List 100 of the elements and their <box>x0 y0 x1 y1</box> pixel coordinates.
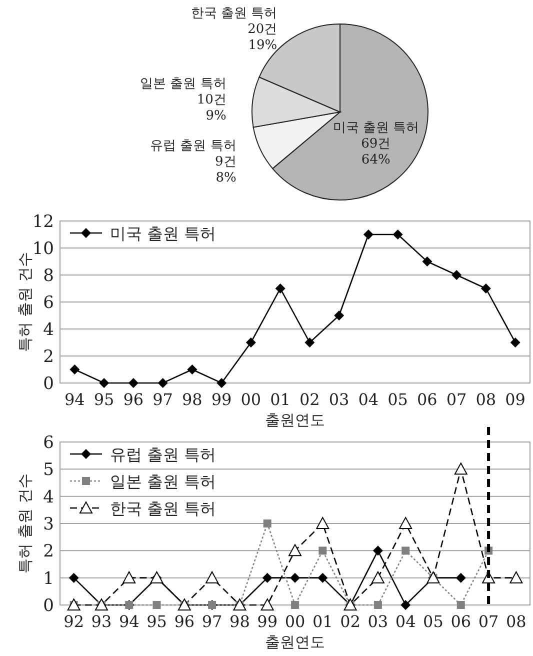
legend-label: 유럽 출원 특허 <box>110 445 216 464</box>
point <box>122 571 136 584</box>
x-tick-label: 94 <box>64 390 85 409</box>
x-tick-label: 05 <box>423 612 444 631</box>
x-tick-label: 98 <box>182 390 202 409</box>
x-tick-label: 04 <box>395 612 416 631</box>
data-label: 9건 8% <box>215 154 236 186</box>
point <box>510 338 520 348</box>
data-label: 20건 19% <box>248 22 278 53</box>
x-tick-label: 01 <box>312 612 333 631</box>
point <box>374 601 382 609</box>
point <box>402 546 410 555</box>
x-tick-label: 96 <box>174 612 195 631</box>
point <box>304 338 315 348</box>
point <box>68 572 79 583</box>
x-tick-label: 93 <box>91 612 112 631</box>
data-label: 10건 9% <box>196 92 226 124</box>
point <box>128 378 138 388</box>
y-tick-label: 8 <box>43 266 54 286</box>
x-tick-label: 95 <box>94 390 114 409</box>
point <box>158 378 168 388</box>
point <box>216 378 227 388</box>
point <box>275 284 286 294</box>
point <box>290 572 300 583</box>
point <box>371 571 384 584</box>
y-axis-title: 특허 출원 건수 <box>16 252 34 352</box>
y-tick-label: 5 <box>43 460 54 480</box>
point <box>291 601 299 609</box>
x-tick-label: 99 <box>257 612 278 631</box>
legend-label: 한국 출원 특허 <box>110 499 216 518</box>
point <box>480 284 491 294</box>
x-tick-label: 09 <box>505 390 526 409</box>
point <box>400 600 411 610</box>
x-tick-label: 03 <box>368 612 388 631</box>
x-tick-label: 95 <box>146 612 167 631</box>
x-tick-label: 99 <box>211 390 232 409</box>
point <box>456 572 466 583</box>
point <box>318 546 327 555</box>
x-tick-label: 06 <box>450 612 472 631</box>
point <box>510 571 523 584</box>
y-tick-label: 1 <box>43 568 54 589</box>
y-tick-label: 3 <box>43 514 54 534</box>
y-axis-title: 특허 출원 건수 <box>16 474 34 574</box>
point <box>422 256 432 266</box>
x-tick-label: 07 <box>478 612 499 631</box>
point <box>392 230 403 240</box>
x-tick-label: 96 <box>123 390 144 409</box>
y-tick-label: 4 <box>43 487 54 508</box>
point <box>316 517 330 529</box>
point <box>263 520 272 528</box>
y-tick-label: 2 <box>43 347 54 367</box>
point <box>452 270 462 280</box>
x-tick-label: 02 <box>340 612 360 631</box>
x-tick-label: 97 <box>202 612 222 631</box>
point <box>334 310 344 320</box>
point <box>456 601 465 609</box>
legend-label: 미국 출원 특허 <box>110 224 216 243</box>
y-tick-label: 4 <box>43 320 54 340</box>
point <box>372 546 383 556</box>
point <box>187 364 198 374</box>
legend-label: 일본 출원 특허 <box>110 472 216 491</box>
x-tick-label: 07 <box>446 390 467 409</box>
slice-label: 유럽 출원 특허 <box>150 138 236 154</box>
point <box>152 601 161 609</box>
y-tick-label: 6 <box>43 433 54 453</box>
slice-label: 한국 출원 특허 <box>190 6 278 21</box>
x-tick-label: 97 <box>152 390 173 409</box>
point <box>454 462 468 475</box>
point <box>70 364 80 374</box>
x-tick-label: 08 <box>506 612 526 631</box>
point <box>288 544 302 556</box>
x-tick-label: 08 <box>476 390 496 409</box>
x-tick-label: 94 <box>118 612 140 631</box>
y-tick-label: 2 <box>43 542 54 562</box>
x-tick-label: 01 <box>270 390 290 409</box>
point <box>99 378 110 388</box>
slice-label: 미국 출원 특허 <box>332 120 420 136</box>
x-axis-title: 출원연도 <box>265 411 325 429</box>
point <box>262 572 272 583</box>
x-axis-title: 출원연도 <box>265 633 325 651</box>
y-tick-label: 10 <box>32 239 54 259</box>
slice-label: 일본 출원 특허 <box>140 76 226 92</box>
point <box>260 598 274 610</box>
y-tick-label: 0 <box>43 596 54 616</box>
y-tick-label: 0 <box>43 374 54 394</box>
x-tick-label: 00 <box>284 612 306 631</box>
x-tick-label: 06 <box>417 390 438 409</box>
point <box>206 571 219 584</box>
y-tick-label: 12 <box>32 212 54 232</box>
x-tick-label: 92 <box>64 612 84 631</box>
point <box>363 230 374 240</box>
x-tick-label: 05 <box>388 390 408 409</box>
x-tick-label: 04 <box>358 390 379 409</box>
x-tick-label: 00 <box>240 390 262 409</box>
point <box>318 572 328 583</box>
y-tick-label: 6 <box>43 293 54 313</box>
point <box>399 517 412 529</box>
data-label: 69건 64% <box>361 136 391 168</box>
point <box>246 338 256 348</box>
x-tick-label: 98 <box>230 612 250 631</box>
